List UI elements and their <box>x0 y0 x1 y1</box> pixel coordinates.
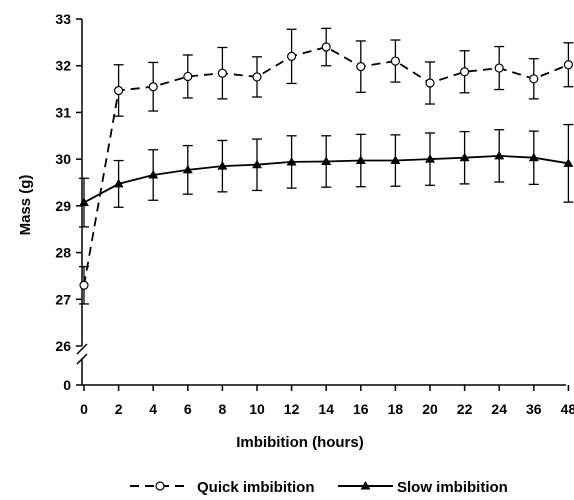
data-point <box>459 152 470 162</box>
x-tick-label: 10 <box>249 401 265 417</box>
y-tick-label: 29 <box>55 198 71 214</box>
x-tick-label: 8 <box>219 401 227 417</box>
data-point <box>217 68 227 78</box>
legend-item-slow: Slow imbibition <box>338 479 508 496</box>
data-point <box>252 159 262 169</box>
data-point <box>356 62 366 72</box>
data-point <box>563 158 574 167</box>
data-point <box>390 155 401 165</box>
data-point <box>494 150 505 160</box>
legend-item-quick: Quick imbibition <box>130 479 315 496</box>
x-tick-label: 20 <box>422 401 438 417</box>
data-point <box>79 197 89 207</box>
data-point <box>287 51 297 61</box>
legend: Quick imbibition Slow imbibition <box>130 479 508 496</box>
data-point <box>528 152 539 162</box>
data-point <box>183 71 193 82</box>
data-point <box>217 161 228 170</box>
data-point <box>425 154 435 163</box>
x-tick-label: 18 <box>388 401 404 417</box>
x-tick-label: 0 <box>80 401 88 417</box>
series-quick-imbibition <box>79 27 574 305</box>
data-point <box>460 67 470 77</box>
data-point <box>425 78 435 88</box>
data-point <box>529 74 539 84</box>
data-point <box>113 85 124 96</box>
x-tick-label: 12 <box>284 401 300 417</box>
series-slow-imbibition <box>79 123 574 228</box>
y-tick-label: 32 <box>55 58 71 74</box>
data-point <box>321 156 332 165</box>
legend-slow-marker <box>360 481 371 490</box>
data-point <box>355 155 366 165</box>
legend-quick-marker <box>155 481 165 491</box>
data-point <box>79 280 89 290</box>
data-point <box>148 170 159 179</box>
y-tick-label: 26 <box>55 338 71 354</box>
x-tick-label: 16 <box>353 401 369 417</box>
x-tick-label: 24 <box>491 401 507 417</box>
y-tick-label: 0 <box>63 377 71 393</box>
y-tick-label: 27 <box>55 291 71 307</box>
y-axis-title: Mass (g) <box>17 175 34 236</box>
y-tick-label: 33 <box>55 11 71 27</box>
x-tick-label: 4 <box>149 401 157 417</box>
legend-slow-label: Slow imbibition <box>397 479 508 495</box>
x-tick-label: 36 <box>526 401 542 417</box>
y-tick-label: 30 <box>55 151 71 167</box>
x-tick-label: 6 <box>184 401 192 417</box>
y-tick-label: 28 <box>55 245 71 261</box>
data-point <box>321 42 331 52</box>
data-point <box>113 178 124 188</box>
x-tick-label: 2 <box>115 401 123 417</box>
data-point <box>494 63 504 73</box>
x-tick-label: 48 <box>561 401 574 417</box>
y-tick-label: 31 <box>55 104 71 120</box>
data-point <box>252 72 262 82</box>
legend-quick-label: Quick imbibition <box>197 479 315 495</box>
data-point <box>563 60 574 70</box>
y-axis-break-mark <box>76 353 88 365</box>
data-point <box>148 82 158 92</box>
series-line <box>83 46 569 286</box>
data-point <box>286 156 297 166</box>
x-tick-label: 22 <box>457 401 473 417</box>
y-axis-break-mark <box>76 343 88 355</box>
data-point <box>390 56 400 66</box>
data-point <box>182 164 193 174</box>
x-tick-label: 14 <box>318 401 334 417</box>
x-axis-title: Imbibition (hours) <box>236 434 363 451</box>
